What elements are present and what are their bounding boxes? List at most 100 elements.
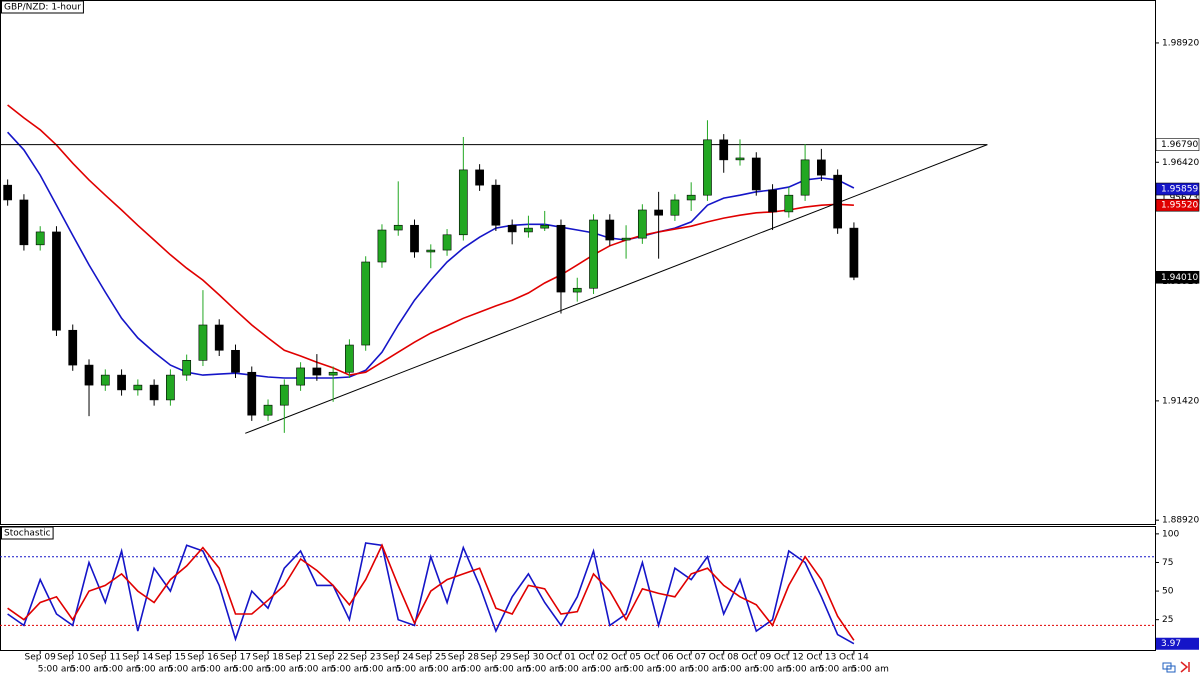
x-tick-label: Sep 11 — [90, 653, 121, 663]
x-tick-sublabel: 5:00 am — [754, 665, 791, 675]
candle-body — [800, 159, 810, 196]
x-tick-label: Sep 10 — [57, 653, 89, 663]
y-tick-label: 1.96420 — [1162, 158, 1199, 168]
x-tick-label: Oct 12 — [774, 653, 804, 663]
candle-body — [312, 367, 322, 376]
price-label: 1.95520 — [1161, 201, 1198, 211]
pane-title-box — [1, 0, 84, 14]
x-tick-label: Oct 07 — [676, 653, 706, 663]
candle-body — [605, 219, 615, 241]
moving-average — [7, 131, 855, 379]
candle-body — [35, 231, 45, 246]
candle-body — [556, 224, 566, 293]
candle-body — [784, 194, 794, 213]
price-pane-frame — [0, 0, 1156, 525]
candle-body — [133, 384, 143, 391]
candle-body — [817, 159, 826, 176]
candle-body — [19, 199, 29, 246]
price-label-box — [1155, 138, 1200, 151]
x-tick-label: Sep 28 — [448, 653, 480, 663]
price-label: 1.95859 — [1161, 185, 1198, 195]
x-tick-sublabel: 5:00 am — [233, 665, 270, 675]
x-tick-sublabel: 5:00 am — [331, 665, 368, 675]
value-label: 3.97 — [1161, 639, 1181, 649]
x-tick-label: Oct 02 — [579, 653, 609, 663]
x-tick-sublabel: 5:00 am — [786, 665, 823, 675]
x-tick-sublabel: 5:00 am — [135, 665, 172, 675]
candle-body — [117, 374, 126, 391]
candle-body — [393, 224, 403, 231]
x-tick-label: Sep 16 — [187, 653, 219, 663]
price-label-box — [1155, 182, 1200, 196]
candle-body — [198, 324, 208, 361]
candle-body — [491, 184, 501, 226]
status-icons — [1162, 661, 1190, 673]
stochastic-line — [7, 543, 855, 641]
x-tick-sublabel: 5:00 am — [298, 665, 335, 675]
candle-body — [231, 349, 240, 373]
x-tick-label: Sep 21 — [285, 653, 316, 663]
stochastic-pane-frame — [0, 526, 1156, 651]
x-tick-sublabel: 5:00 am — [852, 665, 889, 675]
x-tick-sublabel: 5:00 am — [526, 665, 563, 675]
candle-body — [589, 219, 598, 289]
x-tick-label: Sep 14 — [122, 653, 154, 663]
x-tick-label: Sep 29 — [480, 653, 512, 663]
candle-body — [345, 344, 354, 373]
y-tick-label: 1.91420 — [1162, 396, 1199, 406]
icon — [1180, 661, 1190, 673]
x-tick-sublabel: 5:00 am — [266, 665, 303, 675]
x-tick-sublabel: 5:00 am — [396, 665, 433, 675]
candle-body — [507, 224, 517, 233]
candle-body — [540, 224, 550, 229]
x-tick-sublabel: 5:00 am — [819, 665, 856, 675]
y-tick-label: 25 — [1162, 615, 1173, 625]
x-tick-label: Sep 17 — [220, 653, 251, 663]
x-tick-label: Oct 13 — [806, 653, 836, 663]
candle-body — [149, 384, 159, 401]
price-label-box — [1155, 270, 1200, 284]
candle-body — [458, 169, 468, 236]
candle-body — [247, 371, 257, 416]
candle-body — [637, 209, 647, 239]
x-tick-label: Oct 05 — [611, 653, 641, 663]
candle-body — [361, 261, 371, 346]
candle-body — [572, 287, 582, 293]
price-label: 1.96790 — [1161, 140, 1198, 150]
x-tick-label: Sep 18 — [252, 653, 284, 663]
x-tick-label: Sep 25 — [415, 653, 446, 663]
x-tick-sublabel: 5:00 am — [103, 665, 140, 675]
icon — [1166, 665, 1176, 673]
x-tick-label: Sep 15 — [155, 653, 186, 663]
candle-body — [100, 374, 110, 386]
candle-body — [751, 157, 761, 191]
value-label-box — [1156, 637, 1199, 650]
candle-body — [654, 209, 663, 216]
x-tick-sublabel: 5:00 am — [461, 665, 498, 675]
candle-body — [849, 227, 859, 278]
price-label-box — [1155, 198, 1200, 212]
x-tick-sublabel: 5:00 am — [721, 665, 758, 675]
candle-body — [442, 234, 452, 251]
price-label: 1.94010 — [1161, 273, 1198, 283]
y-tick-label: 1.98920 — [1162, 38, 1199, 48]
candle-body — [296, 367, 305, 386]
x-tick-sublabel: 5:00 am — [201, 665, 238, 675]
candle-body — [703, 139, 712, 196]
x-tick-label: Sep 09 — [25, 653, 57, 663]
candle-body — [686, 194, 696, 201]
x-tick-sublabel: 5:00 am — [363, 665, 400, 675]
candle-body — [426, 249, 436, 253]
candle-body — [719, 139, 729, 161]
x-tick-sublabel: 5:00 am — [624, 665, 661, 675]
x-tick-label: Oct 08 — [709, 653, 739, 663]
x-tick-label: Sep 30 — [513, 653, 545, 663]
moving-average — [7, 104, 854, 376]
candle-body — [377, 229, 387, 263]
x-tick-label: Oct 14 — [839, 653, 869, 663]
candle-body — [524, 227, 533, 233]
trend-line — [245, 144, 988, 434]
candle-body — [263, 404, 273, 416]
candle-body — [768, 189, 777, 213]
